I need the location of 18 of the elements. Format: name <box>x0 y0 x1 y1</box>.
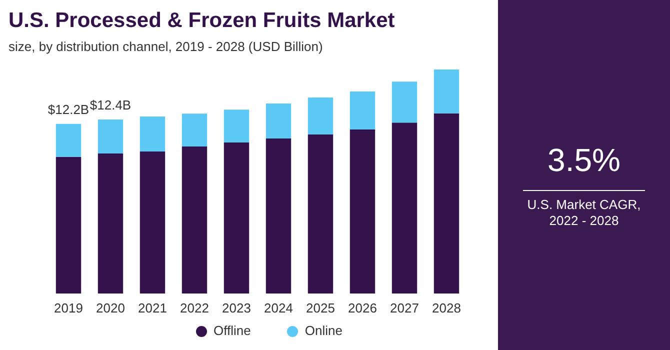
chart-title: U.S. Processed & Frozen Fruits Market <box>8 9 395 32</box>
text: 3.5% <box>523 138 645 191</box>
x-tick-label: 2020 <box>96 300 125 316</box>
x-tick-label: 2028 <box>432 300 461 316</box>
chart-subtitle: size, by distribution channel, 2019 - 2028 (USD Billion) <box>8 39 323 54</box>
legend-item: Offline <box>196 322 251 341</box>
x-tick-label: 2026 <box>348 300 377 316</box>
legend-item: Online <box>286 322 342 341</box>
x-tick-label: 2025 <box>306 300 335 316</box>
annotation: $12.2B <box>48 102 90 117</box>
x-tick-label: 2023 <box>222 300 251 316</box>
x-tick-label: 2021 <box>138 300 167 316</box>
text: U.S. Market CAGR, 2022 - 2028 <box>526 196 642 229</box>
x-tick-label: 2022 <box>180 300 209 316</box>
annotation: $12.4B <box>90 97 132 112</box>
x-tick-label: 2019 <box>54 300 83 316</box>
x-tick-label: 2024 <box>264 300 293 316</box>
x-tick-label: 2027 <box>390 300 419 316</box>
